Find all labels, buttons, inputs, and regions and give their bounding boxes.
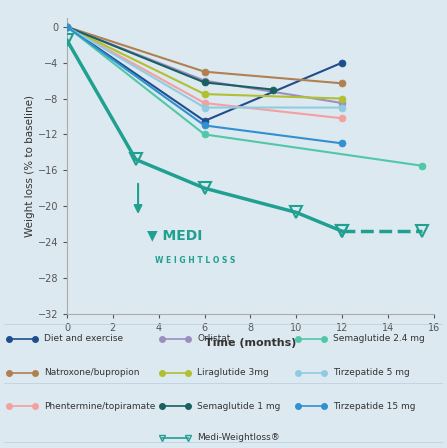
Text: Tirzepatide 15 mg: Tirzepatide 15 mg	[333, 402, 416, 411]
Text: Semaglutide 2.4 mg: Semaglutide 2.4 mg	[333, 334, 425, 343]
Text: Diet and exercise: Diet and exercise	[44, 334, 123, 343]
X-axis label: Time (months): Time (months)	[205, 338, 296, 348]
Y-axis label: Weight loss (% to baseline): Weight loss (% to baseline)	[25, 95, 35, 237]
Text: Phentermine/topiramate: Phentermine/topiramate	[44, 402, 155, 411]
Text: Tirzepatide 5 mg: Tirzepatide 5 mg	[333, 368, 410, 377]
Text: ▼ MEDI: ▼ MEDI	[147, 228, 202, 242]
Text: Medi-Weightloss®: Medi-Weightloss®	[197, 433, 280, 442]
Text: Natroxone/bupropion: Natroxone/bupropion	[44, 368, 139, 377]
Text: Orlistat: Orlistat	[197, 334, 231, 343]
Text: W E I G H T L O S S: W E I G H T L O S S	[155, 256, 236, 265]
Text: Semaglutide 1 mg: Semaglutide 1 mg	[197, 402, 281, 411]
Text: Liraglutide 3mg: Liraglutide 3mg	[197, 368, 269, 377]
